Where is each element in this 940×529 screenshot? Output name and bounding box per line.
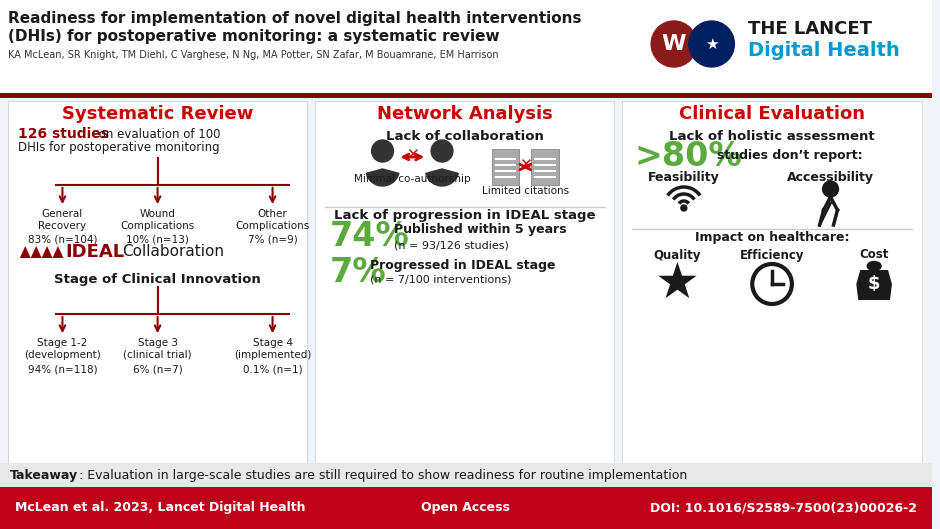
Text: KA McLean, SR Knight, TM Diehl, C Varghese, N Ng, MA Potter, SN Zafar, M Bouamra: KA McLean, SR Knight, TM Diehl, C Varghe… <box>8 50 498 60</box>
Text: 74%: 74% <box>330 221 410 253</box>
Text: 6% (n=7): 6% (n=7) <box>133 364 182 374</box>
Text: 126 studies: 126 studies <box>18 127 109 141</box>
Text: Takeaway: Takeaway <box>10 469 78 481</box>
Circle shape <box>431 140 453 162</box>
Text: (n = 7/100 interventions): (n = 7/100 interventions) <box>369 275 511 285</box>
Text: : Evaluation in large-scale studies are still required to show readiness for rou: : Evaluation in large-scale studies are … <box>79 469 687 481</box>
Text: (n = 93/126 studies): (n = 93/126 studies) <box>395 240 509 250</box>
Text: >80%: >80% <box>634 140 742 172</box>
Text: Efficiency: Efficiency <box>740 249 805 261</box>
FancyBboxPatch shape <box>622 101 922 479</box>
Text: ✕: ✕ <box>519 158 532 172</box>
Text: Lack of collaboration: Lack of collaboration <box>386 130 543 142</box>
Text: ★: ★ <box>705 37 718 51</box>
Text: Systematic Review: Systematic Review <box>62 105 253 123</box>
FancyBboxPatch shape <box>0 0 932 94</box>
FancyBboxPatch shape <box>492 149 519 185</box>
Text: Stage 1-2
(development): Stage 1-2 (development) <box>24 338 101 360</box>
Text: Stage 4
(implemented): Stage 4 (implemented) <box>234 338 311 360</box>
FancyBboxPatch shape <box>0 93 932 98</box>
Text: 94% (n=118): 94% (n=118) <box>27 364 97 374</box>
Polygon shape <box>856 270 892 300</box>
Text: Feasibility: Feasibility <box>648 170 720 184</box>
Polygon shape <box>20 246 31 258</box>
Text: Limited citations: Limited citations <box>481 186 569 196</box>
Text: Progressed in IDEAL stage: Progressed in IDEAL stage <box>369 259 556 271</box>
Polygon shape <box>31 246 41 258</box>
Text: Clinical Evaluation: Clinical Evaluation <box>679 105 865 123</box>
Polygon shape <box>53 246 63 258</box>
Text: Impact on healthcare:: Impact on healthcare: <box>695 231 850 243</box>
Text: 10% (n=13): 10% (n=13) <box>126 235 189 245</box>
Text: Minimal co-authorship: Minimal co-authorship <box>354 174 471 184</box>
FancyBboxPatch shape <box>0 487 932 529</box>
Text: Published within 5 years: Published within 5 years <box>395 223 567 236</box>
Text: Open Access: Open Access <box>421 501 510 515</box>
Wedge shape <box>426 169 459 186</box>
Circle shape <box>371 140 394 162</box>
Text: IDEAL: IDEAL <box>66 243 124 261</box>
Text: Wound
Complications: Wound Complications <box>120 209 195 231</box>
Text: Quality: Quality <box>653 249 700 261</box>
Circle shape <box>689 21 734 67</box>
FancyBboxPatch shape <box>8 101 307 479</box>
Text: Stage of Clinical Innovation: Stage of Clinical Innovation <box>55 272 261 286</box>
Ellipse shape <box>868 261 881 270</box>
Wedge shape <box>367 169 399 186</box>
Text: on evaluation of 100: on evaluation of 100 <box>95 127 221 141</box>
Text: Readiness for implementation of novel digital health interventions: Readiness for implementation of novel di… <box>8 12 582 26</box>
Text: 83% (n=104): 83% (n=104) <box>27 235 97 245</box>
Text: 7% (n=9): 7% (n=9) <box>247 235 297 245</box>
Circle shape <box>651 21 697 67</box>
Text: 7%: 7% <box>330 256 386 288</box>
Text: Cost: Cost <box>859 249 889 261</box>
FancyBboxPatch shape <box>315 101 615 479</box>
Text: Accessibility: Accessibility <box>787 170 874 184</box>
Text: studies don’t report:: studies don’t report: <box>716 150 862 162</box>
Text: Network Analysis: Network Analysis <box>377 105 553 123</box>
Text: THE LANCET: THE LANCET <box>748 20 872 38</box>
FancyBboxPatch shape <box>0 463 932 487</box>
Text: Digital Health: Digital Health <box>748 41 900 60</box>
Text: Other
Complications: Other Complications <box>235 209 309 231</box>
Text: Lack of progression in IDEAL stage: Lack of progression in IDEAL stage <box>334 208 596 222</box>
Text: 0.1% (n=1): 0.1% (n=1) <box>243 364 303 374</box>
Circle shape <box>681 205 687 211</box>
Text: ★: ★ <box>654 260 699 308</box>
Text: (DHIs) for postoperative monitoring: a systematic review: (DHIs) for postoperative monitoring: a s… <box>8 29 499 43</box>
Text: DHIs for postoperative monitoring: DHIs for postoperative monitoring <box>18 141 219 154</box>
Circle shape <box>822 181 838 197</box>
Text: Stage 3
(clinical trial): Stage 3 (clinical trial) <box>123 338 192 360</box>
Text: McLean et al. 2023, Lancet Digital Health: McLean et al. 2023, Lancet Digital Healt… <box>15 501 306 515</box>
Text: ✕: ✕ <box>406 148 418 162</box>
Text: General
Recovery: General Recovery <box>39 209 86 231</box>
Text: $: $ <box>868 275 881 293</box>
Polygon shape <box>41 246 53 258</box>
Text: Collaboration: Collaboration <box>122 244 224 260</box>
Text: Lack of holistic assessment: Lack of holistic assessment <box>669 130 875 142</box>
Text: DOI: 10.1016/S2589-7500(23)00026-2: DOI: 10.1016/S2589-7500(23)00026-2 <box>650 501 916 515</box>
Text: W: W <box>662 34 686 54</box>
FancyBboxPatch shape <box>531 149 559 185</box>
